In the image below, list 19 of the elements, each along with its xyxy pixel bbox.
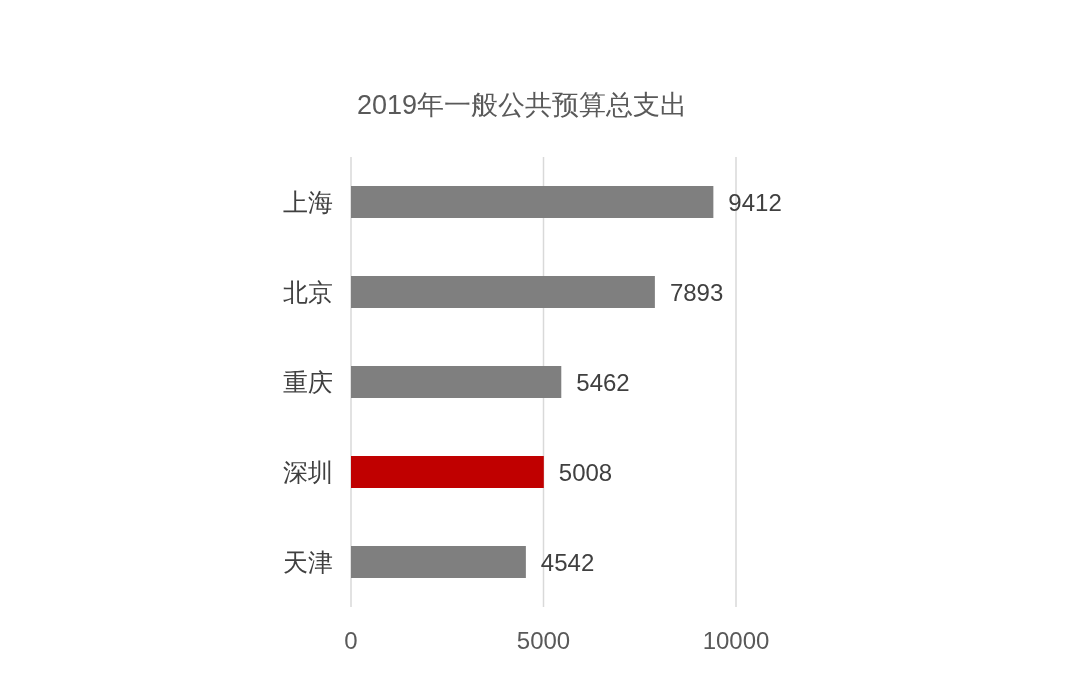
bar — [351, 186, 714, 218]
y-tick-label: 北京 — [283, 278, 333, 306]
data-label: 5462 — [576, 369, 630, 396]
x-tick-label: 10000 — [702, 627, 770, 654]
bar — [351, 366, 562, 398]
y-tick-label: 天津 — [283, 548, 333, 576]
chart-title: 2019年一般公共预算总支出 — [356, 90, 688, 120]
bar — [351, 546, 526, 578]
y-tick-label: 上海 — [283, 188, 333, 216]
x-tick-label: 5000 — [516, 627, 571, 654]
data-label: 5008 — [558, 459, 613, 486]
data-label: 7893 — [669, 279, 724, 306]
x-tick-label: 0 — [344, 627, 358, 654]
bar — [351, 456, 544, 488]
data-label: 4542 — [540, 549, 595, 576]
bar — [351, 276, 655, 308]
y-tick-label: 重庆 — [283, 368, 333, 396]
data-label: 9412 — [728, 189, 782, 216]
y-tick-label: 深圳 — [283, 458, 333, 486]
